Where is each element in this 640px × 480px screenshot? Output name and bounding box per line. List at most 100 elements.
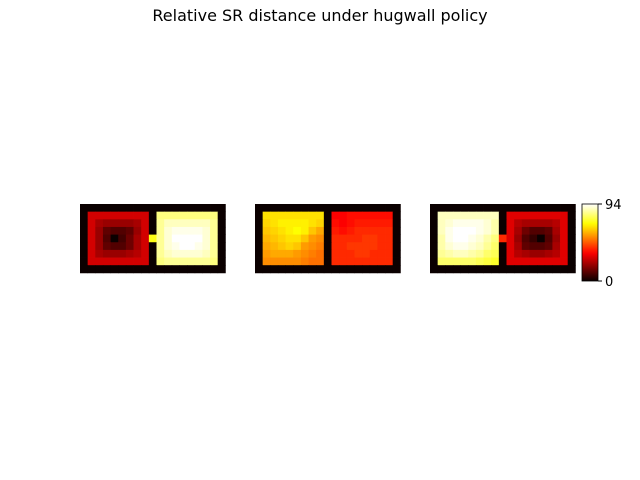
heatmap-cell — [293, 219, 302, 228]
heatmap-cell — [460, 257, 469, 266]
heatmap-cell — [316, 242, 325, 251]
heatmap-cell — [339, 257, 348, 266]
heatmap-cell — [354, 226, 363, 235]
heatmap-cell — [194, 242, 203, 251]
heatmap-cell — [156, 226, 165, 235]
wall-cell — [164, 204, 173, 213]
heatmap-cell — [270, 234, 279, 243]
heatmap-cell — [506, 226, 515, 235]
heatmap-cell — [164, 226, 173, 235]
heatmap-cell — [552, 249, 561, 258]
heatmap-cell — [552, 242, 561, 251]
heatmap-cell — [300, 226, 309, 235]
heatmap-cell — [87, 211, 96, 220]
wall-cell — [560, 265, 569, 274]
heatmap-panel — [255, 204, 401, 274]
heatmap-cell — [187, 211, 196, 220]
heatmap-cell — [475, 249, 484, 258]
wall-cell — [430, 234, 439, 243]
wall-cell — [498, 211, 507, 220]
heatmap-cell — [125, 257, 134, 266]
heatmap-cell — [277, 234, 286, 243]
heatmap-cell — [118, 257, 127, 266]
heatmap-cell — [514, 257, 523, 266]
heatmap-cell — [460, 234, 469, 243]
heatmap-cell — [293, 257, 302, 266]
heatmap-cell — [346, 219, 355, 228]
heatmap-cell — [385, 242, 394, 251]
heatmap-panel — [80, 204, 226, 274]
wall-cell — [255, 226, 264, 235]
heatmap-cell — [346, 257, 355, 266]
wall-cell — [567, 257, 576, 266]
heatmap-cell — [210, 242, 219, 251]
heatmap-cell — [529, 226, 538, 235]
heatmap-cell — [102, 219, 111, 228]
wall-cell — [277, 265, 286, 274]
heatmap-cell — [491, 226, 500, 235]
wall-cell — [80, 204, 89, 213]
heatmap-cell — [133, 234, 142, 243]
heatmap-cell — [475, 219, 484, 228]
heatmap-cell — [483, 219, 492, 228]
heatmap-cell — [210, 226, 219, 235]
heatmap-cell — [346, 249, 355, 258]
wall-cell — [80, 265, 89, 274]
heatmap-cell — [483, 226, 492, 235]
wall-cell — [392, 234, 401, 243]
heatmap-cell — [102, 257, 111, 266]
wall-cell — [567, 249, 576, 258]
heatmap-cell — [202, 234, 211, 243]
wall-cell — [483, 265, 492, 274]
heatmap-cell — [560, 211, 569, 220]
wall-cell — [483, 204, 492, 213]
wall-cell — [354, 265, 363, 274]
heatmap-cell — [262, 211, 271, 220]
heatmap-cell — [95, 211, 104, 220]
wall-cell — [110, 204, 119, 213]
heatmap-cell — [514, 249, 523, 258]
heatmap-cell — [537, 234, 546, 243]
heatmap-cell — [179, 211, 188, 220]
heatmap-cell — [262, 234, 271, 243]
heatmap-cell — [483, 242, 492, 251]
wall-cell — [498, 242, 507, 251]
wall-cell — [262, 204, 271, 213]
heatmap-cell — [377, 249, 386, 258]
heatmap-cell — [125, 249, 134, 258]
heatmap-cell — [118, 211, 127, 220]
wall-cell — [362, 265, 371, 274]
heatmap-cell — [125, 219, 134, 228]
heatmap-cell — [262, 242, 271, 251]
heatmap-cell — [468, 242, 477, 251]
heatmap-cell — [187, 242, 196, 251]
heatmap-cell — [506, 234, 515, 243]
wall-cell — [460, 204, 469, 213]
heatmap-cell — [118, 234, 127, 243]
heatmap-cell — [270, 249, 279, 258]
wall-cell — [567, 219, 576, 228]
wall-cell — [385, 204, 394, 213]
heatmap-cell — [529, 249, 538, 258]
wall-cell — [148, 226, 157, 235]
wall-cell — [270, 204, 279, 213]
wall-cell — [537, 204, 546, 213]
wall-cell — [156, 265, 165, 274]
heatmap-cell — [164, 249, 173, 258]
wall-cell — [210, 204, 219, 213]
heatmap-cell — [521, 257, 530, 266]
wall-cell — [392, 204, 401, 213]
heatmap-cell — [452, 234, 461, 243]
heatmap-cell — [560, 226, 569, 235]
heatmap-cell — [194, 249, 203, 258]
heatmap-cell — [529, 219, 538, 228]
heatmap-cell — [460, 242, 469, 251]
heatmap-cell — [521, 249, 530, 258]
heatmap-cell — [270, 257, 279, 266]
wall-cell — [392, 249, 401, 258]
wall-cell — [498, 219, 507, 228]
heatmap-cell — [156, 211, 165, 220]
heatmap-cell — [171, 219, 180, 228]
wall-cell — [498, 249, 507, 258]
heatmap-cell — [331, 211, 340, 220]
